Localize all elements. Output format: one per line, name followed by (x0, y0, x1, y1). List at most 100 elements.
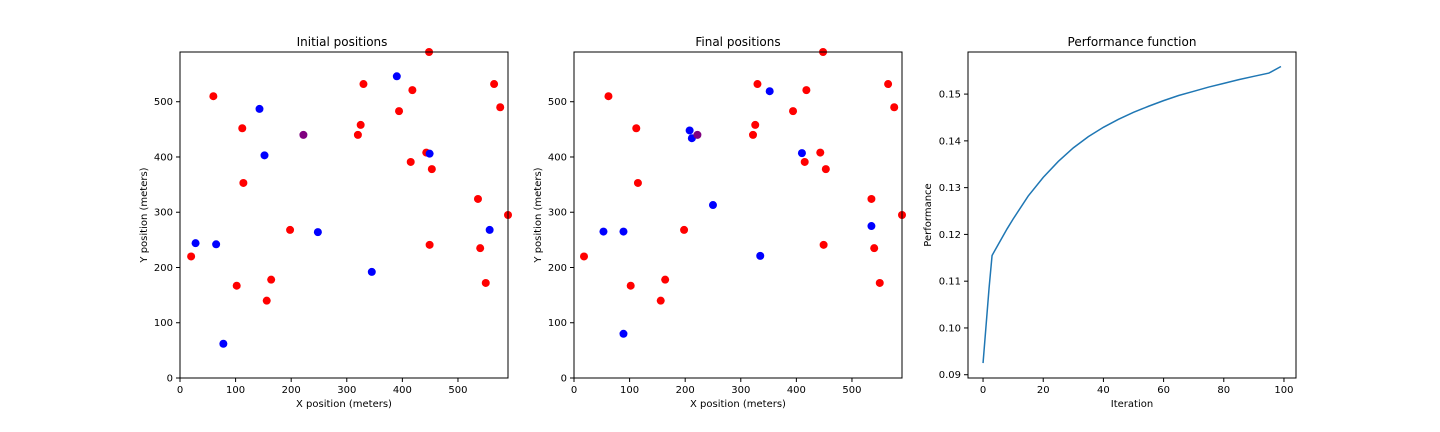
y-axis-label: Y position (meters) (139, 167, 150, 263)
scatter-point (356, 120, 365, 129)
scatter-point (408, 86, 417, 95)
scatter-point (875, 278, 884, 287)
plot-frame (179, 51, 509, 379)
scatter-point (395, 107, 404, 116)
scatter-point (821, 165, 830, 174)
scatter-point (485, 225, 494, 234)
scatter-point (255, 104, 264, 113)
x-tick-label: 80 (1217, 385, 1230, 396)
x-tick-label: 200 (676, 385, 695, 396)
scatter-point (191, 239, 200, 248)
scatter-point (425, 149, 434, 158)
scatter-point (656, 296, 665, 305)
scatter-point (392, 72, 401, 81)
scatter-point (749, 130, 758, 139)
scatter-point (232, 281, 241, 290)
scatter-point (239, 178, 248, 187)
x-tick-label: 40 (1097, 385, 1110, 396)
scatter-point (209, 92, 218, 101)
scatter-point (427, 165, 436, 174)
scatter-point (867, 222, 876, 231)
y-axis-label: Y position (meters) (533, 167, 544, 263)
y-tick-label: 0.11 (939, 277, 961, 288)
axes: 0 100 200 300 400 500 0 100 200 300 400 500 (154, 97, 468, 396)
y-tick-label: 0.15 (939, 90, 961, 101)
x-tick-label: 0 (571, 385, 577, 396)
y-tick-label: 0.13 (939, 183, 961, 194)
scatter-point (753, 80, 762, 89)
x-tick-label: 0 (980, 385, 986, 396)
scatter-point (685, 126, 694, 135)
scatter-point (802, 86, 811, 95)
scatter-point (580, 252, 589, 261)
x-tick-label: 0 (177, 385, 183, 396)
y-tick-label: 0.10 (939, 323, 961, 334)
x-tick-label: 20 (1037, 385, 1050, 396)
plot-frame (573, 51, 903, 379)
x-tick-label: 500 (448, 385, 467, 396)
scatter-point (490, 80, 499, 89)
scatter-point (661, 275, 670, 284)
scatter-point (425, 240, 434, 249)
x-tick-label: 400 (393, 385, 412, 396)
scatter-point (299, 130, 308, 139)
scatter-point (632, 124, 641, 133)
chart-title: Initial positions (297, 35, 388, 49)
y-tick-label: 400 (548, 152, 567, 163)
performance-function-plot: Performance function 0 20 40 60 80 100 0.09 0.1… (923, 35, 1297, 410)
scatter-point (313, 228, 322, 237)
scatter-point (473, 194, 482, 203)
scatter-point (789, 107, 798, 116)
x-tick-label: 500 (842, 385, 861, 396)
scatter-point (765, 87, 774, 96)
scatter-point (238, 124, 247, 133)
performance-line (982, 65, 1282, 364)
scatter-point (260, 151, 269, 160)
scatter-point (359, 80, 368, 89)
y-axis-label: Performance (923, 183, 934, 246)
y-tick-label: 0.09 (939, 370, 961, 381)
scatter-point (680, 225, 689, 234)
scatter-point (599, 227, 608, 236)
scatter-point (797, 149, 806, 158)
x-axis-label: Iteration (1111, 399, 1153, 410)
y-tick-label: 100 (154, 318, 173, 329)
y-tick-label: 100 (548, 318, 567, 329)
line-marks (982, 65, 1282, 364)
y-tick-label: 0 (167, 374, 173, 385)
x-tick-label: 100 (1274, 385, 1293, 396)
scatter-point (476, 244, 485, 253)
plot-frame (967, 51, 1297, 379)
scatter-point (481, 278, 490, 287)
x-tick-label: 100 (226, 385, 245, 396)
x-tick-label: 200 (282, 385, 301, 396)
scatter-point (406, 157, 415, 166)
scatter-point (604, 92, 613, 101)
y-tick-label: 400 (154, 152, 173, 163)
scatter-point (800, 157, 809, 166)
scatter-point (867, 194, 876, 203)
scatter-point (870, 244, 879, 253)
x-axis-label: X position (meters) (690, 399, 786, 410)
initial-positions-plot: Initial positions 0 100 200 300 400 500 0 100 20… (139, 35, 512, 410)
scatter-point (262, 296, 271, 305)
scatter-marks (580, 48, 906, 338)
scatter-point (219, 339, 228, 348)
scatter-point (751, 120, 760, 129)
y-tick-label: 500 (154, 97, 173, 108)
scatter-point (890, 103, 899, 112)
chart-title: Final positions (695, 35, 780, 49)
y-tick-label: 300 (548, 208, 567, 219)
scatter-point (212, 240, 221, 249)
chart-title: Performance function (1068, 35, 1197, 49)
y-tick-label: 300 (154, 208, 173, 219)
scatter-point (884, 80, 893, 89)
scatter-point (756, 251, 765, 260)
scatter-point (353, 130, 362, 139)
axes: 0 20 40 60 80 100 0.09 0.10 0.11 0.12 0.13 0.14 0.15 (939, 90, 1294, 396)
x-tick-label: 60 (1157, 385, 1170, 396)
scatter-point (267, 275, 276, 284)
scatter-point (816, 148, 825, 157)
